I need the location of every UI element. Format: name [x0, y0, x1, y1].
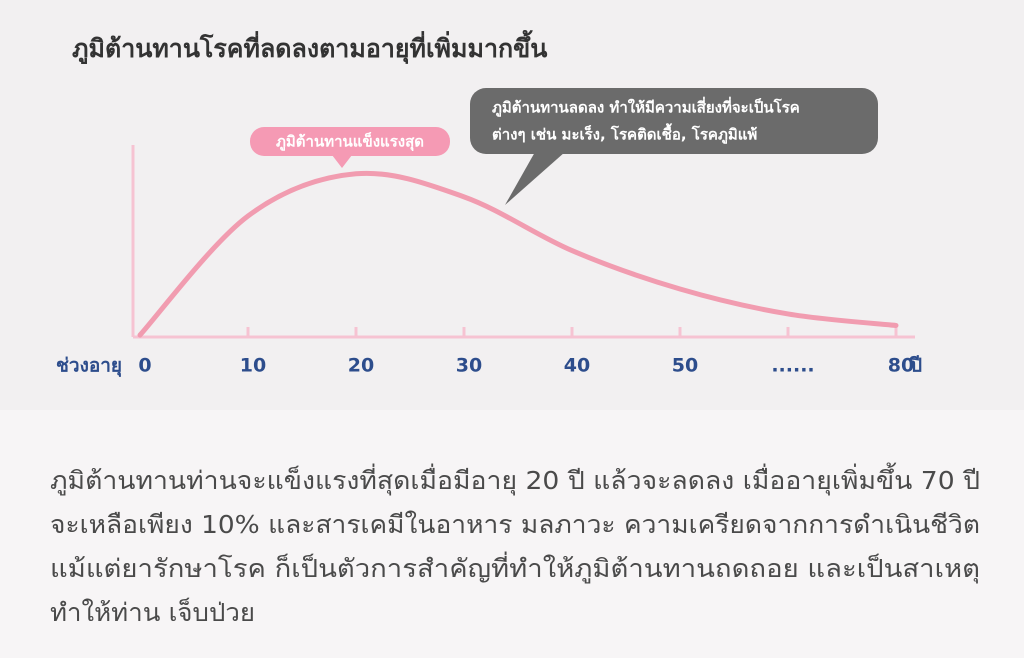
description-line: ทำให้ท่าน เจ็บป่วย	[50, 597, 255, 627]
callout-text: ภูมิต้านทานลดลง ทำให้มีความเสี่ยงที่จะเป…	[492, 97, 800, 118]
x-tick-label: 30	[456, 355, 482, 377]
description-line: ภูมิต้านทานท่านจะแข็งแรงที่สุดเมื่อมีอาย…	[50, 462, 980, 496]
x-tick-label: 80	[888, 355, 914, 377]
description-line: จะเหลือเพียง 10% และสารเคมีในอาหาร มลภาว…	[50, 510, 980, 539]
callout-box	[470, 88, 878, 154]
chart-title: ภูมิต้านทานโรคที่ลดลงตามอายุที่เพิ่มมากข…	[72, 29, 547, 65]
x-axis-unit: ปี	[909, 355, 922, 377]
callout-text: ภูมิต้านทานแข็งแรงสุด	[276, 132, 424, 152]
curve	[137, 170, 899, 338]
x-axis-label: ช่วงอายุ	[56, 355, 122, 378]
chart-panel	[0, 0, 1024, 410]
x-tick-label: 40	[564, 355, 590, 377]
x-tick-label: 20	[348, 355, 374, 377]
callout-box	[250, 127, 450, 156]
description-line: แม้แต่ยารักษาโรค ก็เป็นตัวการสำคัญที่ทำใ…	[50, 551, 980, 584]
x-tick-label: 0	[138, 355, 151, 377]
x-tick-label: ......	[771, 355, 814, 377]
x-tick-label: 50	[672, 355, 698, 377]
callout-pointer	[332, 155, 352, 168]
callout-text: ต่างๆ เช่น มะเร็ง, โรคติดเชื้อ, โรคภูมิแ…	[492, 123, 757, 145]
callout-pointer	[505, 152, 565, 205]
x-tick-label: 10	[240, 355, 266, 377]
